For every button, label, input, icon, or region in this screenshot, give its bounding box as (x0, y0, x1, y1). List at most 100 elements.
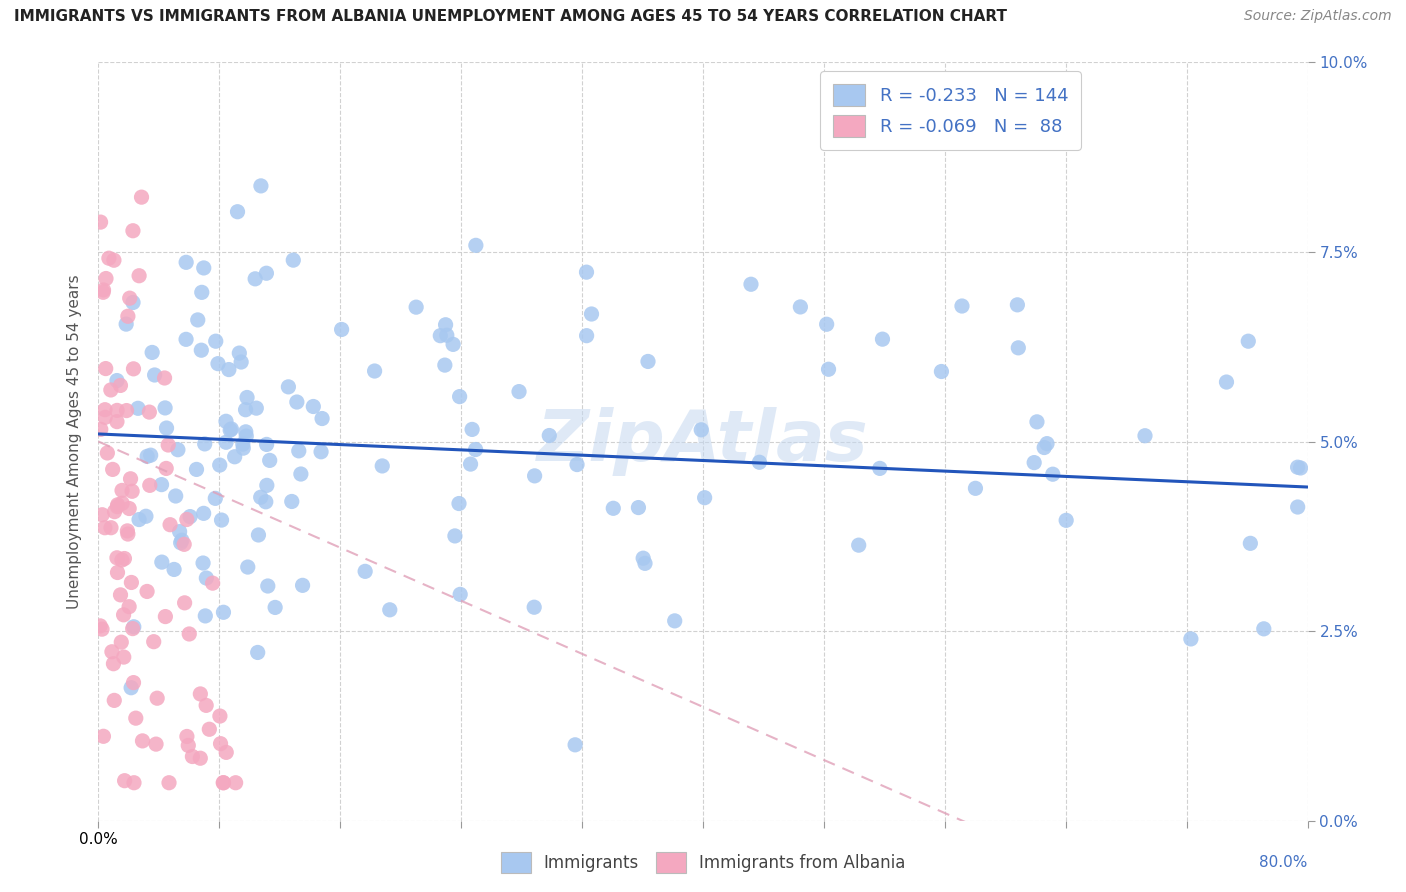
Point (212, 776, 235, 790)
Text: IMMIGRANTS VS IMMIGRANTS FROM ALBANIA UNEMPLOYMENT AMONG AGES 45 TO 54 YEARS COR: IMMIGRANTS VS IMMIGRANTS FROM ALBANIA UN… (14, 9, 1007, 24)
Point (565, 458, 588, 472)
Point (302, 400, 325, 414)
Point (117, 310, 139, 324)
Point (117, 527, 139, 541)
Point (378, 603, 401, 617)
Point (193, 507, 215, 521)
Point (931, 364, 953, 378)
Point (114, 551, 136, 566)
Point (243, 272, 266, 286)
Point (191, 285, 214, 300)
Point (177, 739, 200, 753)
Point (690, 423, 713, 437)
Point (1042, 467, 1064, 482)
Point (564, 738, 586, 752)
Point (872, 332, 894, 346)
Point (436, 328, 458, 343)
Point (247, 528, 270, 542)
Point (153, 371, 176, 385)
Point (93, 283, 115, 297)
Point (112, 607, 135, 622)
Point (1253, 622, 1275, 636)
Point (111, 496, 134, 510)
Point (817, 362, 839, 376)
Point (122, 361, 145, 376)
Point (444, 529, 467, 543)
Point (94, 271, 117, 285)
Point (91, 285, 114, 300)
Point (460, 457, 482, 471)
Point (145, 737, 167, 751)
Point (508, 384, 530, 399)
Point (256, 478, 278, 492)
Point (120, 472, 142, 486)
Point (125, 711, 148, 725)
Point (153, 401, 176, 415)
Point (211, 513, 233, 527)
Point (1237, 334, 1260, 349)
Point (122, 224, 145, 238)
Point (121, 622, 143, 636)
Point (110, 378, 132, 392)
Point (789, 300, 811, 314)
Point (311, 411, 333, 425)
Point (167, 442, 190, 457)
Point (740, 277, 762, 292)
Point (96, 446, 118, 460)
Point (285, 395, 308, 409)
Point (94, 410, 117, 425)
Point (215, 414, 238, 428)
Point (627, 500, 650, 515)
Point (107, 566, 129, 580)
Point (110, 635, 132, 649)
Point (215, 745, 238, 759)
Point (631, 551, 654, 566)
Point (215, 435, 238, 450)
Point (101, 645, 124, 659)
Point (523, 468, 546, 483)
Point (748, 455, 770, 469)
Point (141, 345, 163, 359)
Point (235, 425, 257, 439)
Point (122, 776, 145, 790)
Point (169, 524, 191, 539)
Point (264, 600, 287, 615)
Point (464, 442, 486, 457)
Point (447, 497, 470, 511)
Point (212, 605, 235, 619)
Point (429, 328, 451, 343)
Point (94, 521, 117, 535)
Point (188, 687, 211, 701)
Point (157, 776, 180, 790)
Point (405, 300, 427, 314)
Point (449, 587, 471, 601)
Point (277, 380, 299, 394)
Point (523, 600, 546, 615)
Point (1007, 298, 1029, 312)
Point (575, 328, 598, 343)
Point (1286, 500, 1309, 514)
Point (181, 749, 204, 764)
Point (226, 204, 249, 219)
Point (1026, 415, 1049, 429)
Point (250, 178, 273, 193)
Point (105, 550, 128, 565)
Point (194, 608, 217, 623)
Point (581, 307, 603, 321)
Point (246, 645, 269, 659)
Point (1024, 456, 1046, 470)
Point (232, 441, 254, 455)
Point (1133, 428, 1156, 442)
Point (118, 501, 141, 516)
Point (245, 401, 267, 416)
Point (254, 495, 277, 509)
Point (330, 322, 353, 336)
Point (176, 730, 198, 744)
Point (179, 509, 201, 524)
Point (170, 535, 193, 549)
Point (105, 500, 128, 514)
Point (103, 693, 125, 707)
Point (433, 358, 456, 372)
Point (157, 438, 180, 452)
Text: Source: ZipAtlas.com: Source: ZipAtlas.com (1244, 9, 1392, 23)
